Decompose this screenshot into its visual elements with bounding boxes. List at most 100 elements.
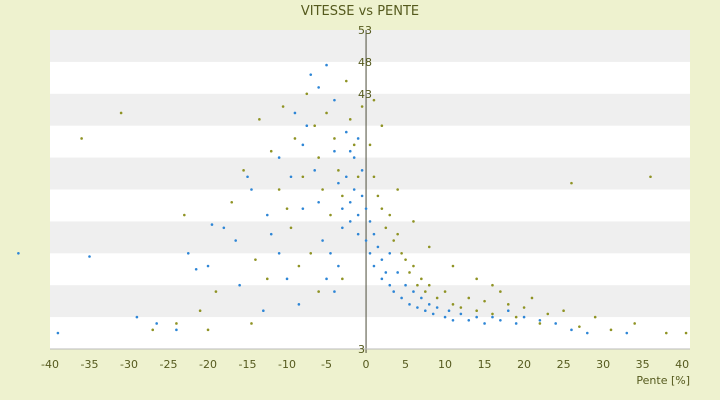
data-point-series-2 — [475, 309, 478, 313]
data-point-series-2 — [416, 283, 419, 287]
data-point-series-2 — [562, 309, 565, 313]
data-point-series-1 — [388, 283, 392, 287]
x-tick-label: 30 — [596, 358, 610, 371]
data-point-series-1 — [360, 169, 364, 172]
x-tick-label: 20 — [517, 358, 531, 371]
data-point-series-1 — [222, 226, 226, 230]
data-point-series-2 — [325, 111, 328, 115]
data-point-series-2 — [376, 194, 380, 198]
data-point-series-2 — [214, 290, 218, 293]
data-point-series-1 — [344, 130, 348, 134]
data-point-series-1 — [431, 312, 435, 316]
data-point-series-2 — [348, 118, 352, 121]
x-tick-label: -30 — [120, 358, 138, 371]
data-point-series-1 — [341, 226, 344, 230]
data-point-series-2 — [258, 118, 261, 121]
data-point-series-1 — [376, 245, 380, 249]
x-tick-label: -5 — [321, 358, 332, 371]
data-point-series-2 — [360, 105, 364, 108]
data-point-series-1 — [380, 258, 384, 261]
data-point-series-2 — [265, 277, 269, 281]
data-point-series-1 — [356, 232, 360, 236]
data-point-series-1 — [337, 264, 340, 268]
data-point-series-1 — [380, 277, 384, 281]
data-point-series-2 — [499, 290, 502, 293]
data-point-series-2 — [305, 92, 309, 96]
data-point-series-2 — [230, 200, 234, 204]
data-point-series-2 — [250, 322, 253, 325]
x-tick-label: 25 — [557, 358, 571, 371]
data-point-series-2 — [570, 181, 573, 185]
data-points — [17, 63, 688, 335]
data-point-series-2 — [491, 312, 494, 316]
data-point-series-1 — [135, 315, 139, 319]
data-point-series-2 — [404, 258, 407, 261]
data-point-series-1 — [360, 194, 364, 198]
data-point-series-2 — [329, 213, 332, 217]
data-point-series-1 — [277, 252, 281, 255]
data-point-series-1 — [424, 309, 427, 313]
data-point-series-2 — [514, 315, 518, 319]
data-point-series-1 — [570, 328, 573, 332]
data-point-series-2 — [443, 290, 447, 293]
data-point-series-2 — [475, 277, 478, 281]
data-point-series-1 — [56, 331, 60, 335]
y-tick-label: 43 — [358, 88, 372, 101]
data-point-series-1 — [625, 331, 629, 335]
data-point-series-1 — [234, 239, 237, 242]
data-point-series-1 — [265, 213, 269, 217]
data-point-series-1 — [301, 143, 305, 147]
data-point-series-2 — [368, 143, 372, 147]
data-point-series-2 — [344, 79, 348, 83]
data-point-series-2 — [459, 306, 463, 309]
data-point-series-2 — [301, 175, 305, 179]
data-point-series-2 — [388, 213, 392, 217]
data-point-series-1 — [210, 223, 214, 226]
grid-band — [50, 93, 690, 126]
data-point-series-1 — [475, 315, 478, 319]
data-point-series-2 — [384, 226, 388, 230]
x-tick-label: -10 — [278, 358, 296, 371]
data-point-series-2 — [649, 175, 652, 179]
y-tick-label: 3 — [358, 343, 365, 356]
data-point-series-2 — [467, 296, 471, 300]
data-point-series-2 — [633, 322, 636, 325]
data-point-series-1 — [384, 271, 388, 274]
data-point-series-1 — [443, 315, 447, 319]
data-point-series-2 — [242, 169, 245, 172]
data-point-series-2 — [392, 239, 396, 242]
data-point-series-1 — [206, 264, 210, 268]
data-point-series-2 — [483, 299, 486, 303]
grid-band — [50, 157, 690, 190]
y-tick-label: 48 — [358, 56, 372, 69]
x-tick-label: 0 — [363, 358, 370, 371]
data-point-series-1 — [356, 137, 360, 140]
data-point-series-1 — [435, 306, 439, 309]
data-point-series-1 — [538, 318, 542, 322]
x-tick-label: -35 — [81, 358, 99, 371]
data-point-series-1 — [305, 124, 309, 127]
data-point-series-1 — [186, 252, 190, 255]
data-point-series-1 — [194, 267, 198, 271]
data-point-series-1 — [269, 232, 273, 236]
x-tick-label: -25 — [160, 358, 178, 371]
data-point-series-1 — [514, 322, 518, 325]
data-point-series-2 — [420, 277, 423, 281]
data-point-series-2 — [356, 175, 360, 179]
data-point-series-1 — [297, 303, 301, 306]
x-tick-labels: -40 -35 -30 -25 -20 -15 -10 -5 0 5 10 15 20 25 30 35 40 — [41, 358, 689, 371]
data-point-series-1 — [372, 232, 376, 236]
data-point-series-1 — [325, 63, 328, 67]
data-point-series-1 — [317, 86, 320, 89]
data-point-series-1 — [277, 156, 281, 159]
data-point-series-1 — [238, 283, 241, 287]
x-tick-label: -15 — [239, 358, 257, 371]
data-point-series-1 — [356, 213, 360, 217]
data-point-series-1 — [522, 315, 526, 319]
data-point-series-1 — [285, 277, 289, 281]
x-tick-label: -20 — [199, 358, 217, 371]
data-point-series-2 — [119, 111, 123, 115]
data-point-series-1 — [364, 207, 368, 210]
data-point-series-2 — [337, 169, 340, 172]
